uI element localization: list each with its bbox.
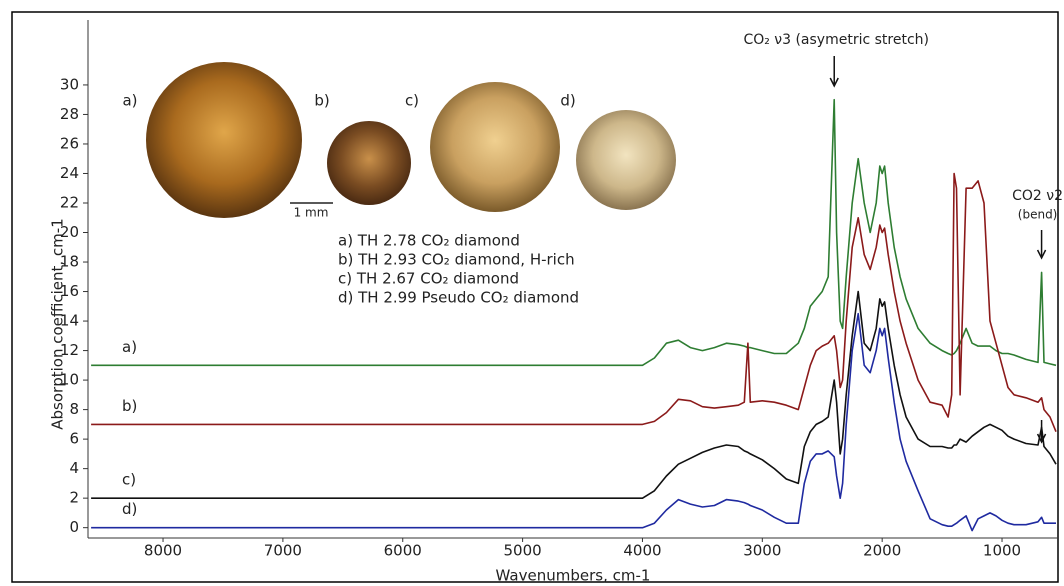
- y-axis-title: Absorption coefficient, cm-1: [49, 218, 67, 430]
- y-tick-label: 10: [60, 371, 79, 389]
- stone-image: [146, 62, 302, 218]
- x-tick-label: 2000: [863, 542, 901, 560]
- series-line: [91, 312, 1056, 532]
- x-tick-label: 8000: [144, 542, 182, 560]
- series-label: d): [122, 500, 137, 518]
- x-tick-label: 7000: [264, 542, 302, 560]
- legend-entry: d) TH 2.99 Pseudo CO₂ diamond: [338, 289, 579, 307]
- x-axis-title: Wavenumbers, cm-1: [496, 567, 651, 585]
- y-tick-label: 2: [69, 489, 79, 507]
- y-tick-label: 28: [60, 105, 79, 123]
- arrow-head: [1036, 433, 1047, 444]
- series-line: [91, 172, 1057, 433]
- y-tick-label: 14: [60, 312, 79, 330]
- annotation: CO2 ν2: [1012, 188, 1063, 204]
- series-label: c): [122, 471, 136, 489]
- y-tick-label: 8: [69, 400, 79, 418]
- y-tick-label: 6: [69, 430, 79, 448]
- y-tick-label: 20: [60, 223, 79, 241]
- stone-image: [430, 82, 560, 212]
- y-tick-label: 18: [60, 253, 79, 271]
- series-line: [91, 290, 1057, 499]
- y-tick-label: 26: [60, 134, 79, 152]
- legend-entry: b) TH 2.93 CO₂ diamond, H-rich: [338, 251, 575, 269]
- y-tick-label: 16: [60, 282, 79, 300]
- y-tick-label: 4: [69, 459, 79, 477]
- y-tick-label: 0: [69, 518, 79, 536]
- x-tick-label: 1000: [983, 542, 1021, 560]
- stone-label: b): [314, 92, 329, 110]
- series-label: a): [122, 338, 137, 356]
- scale-bar-label: 1 mm: [294, 206, 329, 220]
- x-tick-label: 3000: [743, 542, 781, 560]
- stone-label: a): [122, 92, 137, 110]
- stone-image: [327, 121, 411, 205]
- x-tick-label: 6000: [384, 542, 422, 560]
- x-tick-label: 4000: [623, 542, 661, 560]
- stone-label: c): [405, 92, 419, 110]
- y-tick-label: 22: [60, 193, 79, 211]
- series-label: b): [122, 397, 137, 415]
- y-tick-label: 30: [60, 75, 79, 93]
- legend-entry: a) TH 2.78 CO₂ diamond: [338, 232, 520, 250]
- arrow-head: [1036, 249, 1047, 260]
- frame: [11, 11, 1059, 583]
- series-line: [91, 98, 1057, 367]
- annotation: (bend): [1018, 208, 1058, 222]
- arrow-head: [829, 77, 839, 88]
- stone-image: [576, 110, 676, 210]
- y-tick-label: 12: [60, 341, 79, 359]
- annotation: CO₂ ν3 (asymetric stretch): [743, 32, 929, 48]
- stone-label: d): [560, 92, 575, 110]
- x-tick-label: 5000: [504, 542, 542, 560]
- y-tick-label: 24: [60, 164, 79, 182]
- legend-entry: c) TH 2.67 CO₂ diamond: [338, 270, 519, 288]
